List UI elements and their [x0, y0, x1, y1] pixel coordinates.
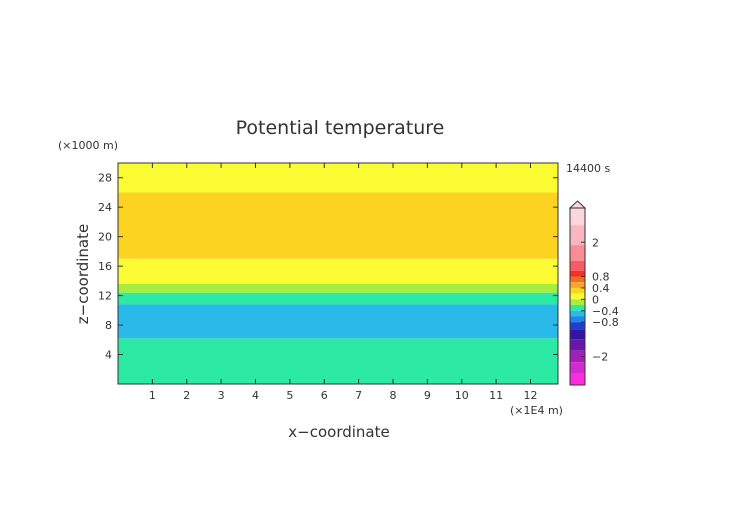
x-tick-label-5: 5 [286, 389, 293, 402]
colorbar-max-arrow [568, 200, 587, 209]
colorbar-frame [569, 207, 586, 386]
chart-title: Potential temperature [236, 117, 445, 139]
colorbar-swatch-1 [570, 225, 585, 246]
colorbar-label-5: −0.8 [592, 316, 619, 329]
y-tick-label-4: 4 [105, 349, 112, 362]
colorbar-swatch-10 [570, 305, 585, 311]
y-tick-label-24: 24 [98, 201, 112, 214]
colorbar-swatch-4 [570, 270, 585, 277]
y-tick-label-20: 20 [98, 231, 112, 244]
x-tick-label-11: 11 [489, 389, 503, 402]
x-tick-label-6: 6 [321, 389, 328, 402]
x-tick-label-8: 8 [390, 389, 397, 402]
x-tick-label-4: 4 [252, 389, 259, 402]
colorbar-swatch-13 [570, 322, 585, 330]
plot-area [117, 162, 559, 385]
contour-band-1 [118, 304, 558, 339]
colorbar-swatch-11 [570, 310, 585, 317]
y-axis-ticks: 4 8 12 16 20 24 28 [98, 172, 558, 362]
contour-band-6 [118, 192, 558, 259]
x-tick-label-3: 3 [218, 389, 225, 402]
colorbar-swatch-14 [570, 329, 585, 340]
plot-frame [117, 162, 559, 385]
contour-band-5 [118, 258, 558, 274]
colorbar-swatch-3 [570, 260, 585, 271]
x-tick-label-12: 12 [524, 389, 538, 402]
colorbar-swatch-5 [570, 276, 585, 283]
colorbar-swatch-6 [570, 282, 585, 288]
colorbar-swatch-12 [570, 316, 585, 323]
colorbar-swatch-16 [570, 350, 585, 363]
y-tick-label-28: 28 [98, 172, 112, 185]
colorbar-swatch-7 [570, 287, 585, 294]
colorbar-swatch-15 [570, 339, 585, 351]
y-tick-label-8: 8 [105, 319, 112, 332]
x-tick-label-9: 9 [424, 389, 431, 402]
y-tick-label-12: 12 [98, 290, 112, 303]
x-tick-label-10: 10 [455, 389, 469, 402]
y-axis-label: z−coordinate [74, 224, 92, 324]
contour-band-7 [118, 163, 558, 193]
colorbar-swatch-18 [570, 373, 585, 385]
y-unit-label: (×1000 m) [58, 139, 118, 152]
x-tick-label-7: 7 [355, 389, 362, 402]
y-tick-label-16: 16 [98, 260, 112, 273]
colorbar-label-0: 2 [592, 236, 599, 249]
colorbar: 2 0.80.40−0.4−0.8 −2 [568, 200, 619, 386]
colorbar-swatch-9 [570, 299, 585, 306]
colorbar-swatch-17 [570, 362, 585, 374]
colorbar-label-1: 0.8 [592, 271, 610, 284]
colorbar-label-3: 0 [592, 293, 599, 306]
contour-band-2 [118, 292, 558, 305]
colorbar-swatch-0 [570, 208, 585, 226]
x-tick-label-2: 2 [183, 389, 190, 402]
colorbar-label-4: −0.4 [592, 305, 619, 318]
contour-band-4 [118, 273, 558, 284]
time-label: 14400 s [566, 162, 610, 175]
colorbar-label-2: 0.4 [592, 282, 610, 295]
x-tick-label-1: 1 [149, 389, 156, 402]
colorbar-label-6: −2 [592, 350, 608, 363]
colorbar-swatch-2 [570, 245, 585, 261]
x-unit-label: (×1E4 m) [510, 404, 563, 417]
x-axis-label: x−coordinate [288, 423, 389, 441]
contour-band-0 [118, 338, 558, 384]
x-axis-ticks: 1 2 3 4 5 6 7 8 9 10 11 12 [149, 163, 538, 402]
colorbar-swatch-8 [570, 293, 585, 300]
contour-band-3 [118, 283, 558, 293]
